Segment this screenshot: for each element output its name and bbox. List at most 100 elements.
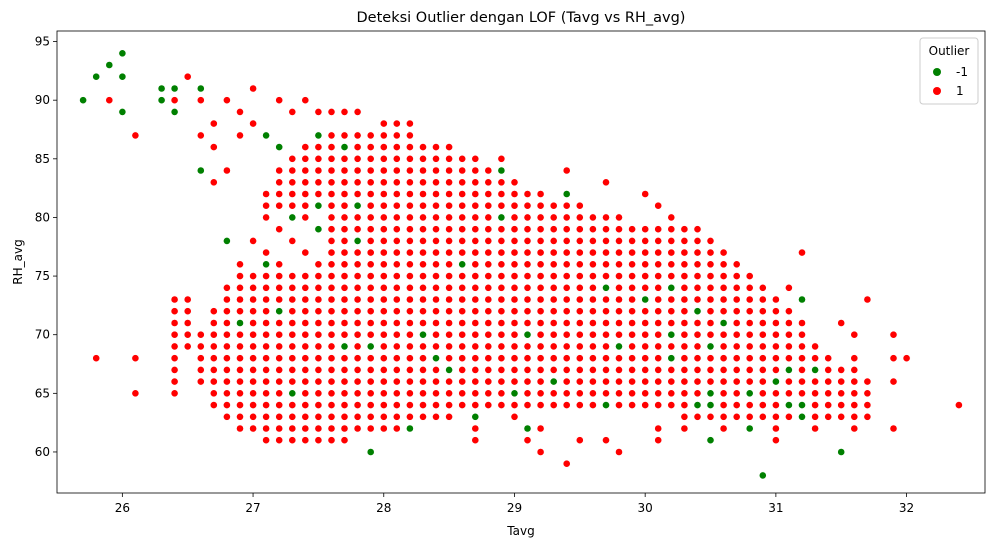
data-point <box>654 436 663 445</box>
data-point <box>615 295 623 304</box>
data-point <box>523 319 532 327</box>
data-point <box>432 272 440 280</box>
data-point <box>340 260 349 269</box>
data-point <box>327 295 336 304</box>
data-point <box>275 424 284 433</box>
y-tick-label: 85 <box>35 152 50 166</box>
data-point <box>536 307 545 316</box>
data-point <box>758 401 767 409</box>
data-point <box>392 424 401 433</box>
data-point <box>615 342 623 351</box>
data-point <box>275 389 284 398</box>
data-point <box>392 307 401 316</box>
data-point <box>196 354 205 363</box>
data-point <box>314 225 323 234</box>
data-point <box>758 295 767 304</box>
data-point <box>288 330 297 339</box>
data-point <box>510 236 519 245</box>
data-point <box>484 295 493 304</box>
data-point <box>654 225 663 234</box>
data-point <box>353 365 362 374</box>
data-point <box>340 330 349 339</box>
legend-label-inlier: 1 <box>956 84 964 98</box>
data-point <box>758 412 767 421</box>
data-point <box>379 190 388 198</box>
data-point <box>641 190 650 198</box>
data-point <box>288 295 297 304</box>
data-point <box>405 389 414 398</box>
data-point <box>458 354 467 363</box>
data-point <box>732 377 741 386</box>
data-point <box>275 365 284 374</box>
data-point <box>131 354 140 363</box>
data-point <box>497 272 506 280</box>
data-point <box>785 365 793 374</box>
x-tick-label: 26 <box>115 501 130 515</box>
data-point <box>602 260 610 269</box>
data-point <box>222 342 231 351</box>
data-point <box>314 178 323 187</box>
data-point <box>654 283 663 292</box>
data-point <box>353 154 362 163</box>
data-point <box>353 236 362 245</box>
data-point <box>379 283 388 292</box>
data-point <box>693 248 702 257</box>
data-point <box>301 330 310 339</box>
data-point <box>471 342 480 351</box>
data-point <box>222 412 231 421</box>
data-point <box>445 178 453 187</box>
data-point <box>641 272 650 280</box>
data-point <box>445 365 453 374</box>
data-point <box>628 389 636 398</box>
data-point <box>170 96 179 105</box>
data-point <box>236 108 244 116</box>
data-point <box>301 96 310 105</box>
data-point <box>628 272 636 280</box>
data-point <box>471 389 480 398</box>
data-point <box>602 307 610 316</box>
data-point <box>745 365 754 374</box>
data-point <box>562 213 571 222</box>
data-point <box>236 272 244 280</box>
data-point <box>680 307 689 316</box>
data-point <box>366 424 375 433</box>
data-point <box>379 201 388 210</box>
data-point <box>262 190 270 198</box>
data-point <box>249 412 257 421</box>
data-point <box>314 272 323 280</box>
data-point <box>549 354 558 363</box>
data-point <box>301 389 310 398</box>
data-point <box>275 283 284 292</box>
data-point <box>209 365 218 374</box>
data-point <box>288 365 297 374</box>
data-point <box>602 236 610 245</box>
data-point <box>301 354 310 363</box>
data-point <box>484 389 493 398</box>
data-point <box>222 377 231 386</box>
data-point <box>667 389 676 398</box>
data-point <box>889 377 898 386</box>
data-point <box>327 412 336 421</box>
data-point <box>366 166 375 175</box>
data-point <box>510 365 519 374</box>
data-point <box>392 342 401 351</box>
data-point <box>575 377 584 386</box>
data-point <box>758 471 767 480</box>
data-point <box>562 295 571 304</box>
data-point <box>562 248 571 257</box>
data-point <box>405 377 414 386</box>
data-point <box>249 342 257 351</box>
data-point <box>419 319 427 327</box>
data-point <box>419 166 427 175</box>
data-point <box>314 190 323 198</box>
data-point <box>392 354 401 363</box>
data-point <box>706 436 715 445</box>
data-point <box>693 236 702 245</box>
data-point <box>680 401 689 409</box>
data-point <box>732 272 741 280</box>
data-point <box>589 307 597 316</box>
data-point <box>863 389 872 398</box>
data-point <box>798 248 806 257</box>
data-point <box>301 248 310 257</box>
data-point <box>510 201 519 210</box>
